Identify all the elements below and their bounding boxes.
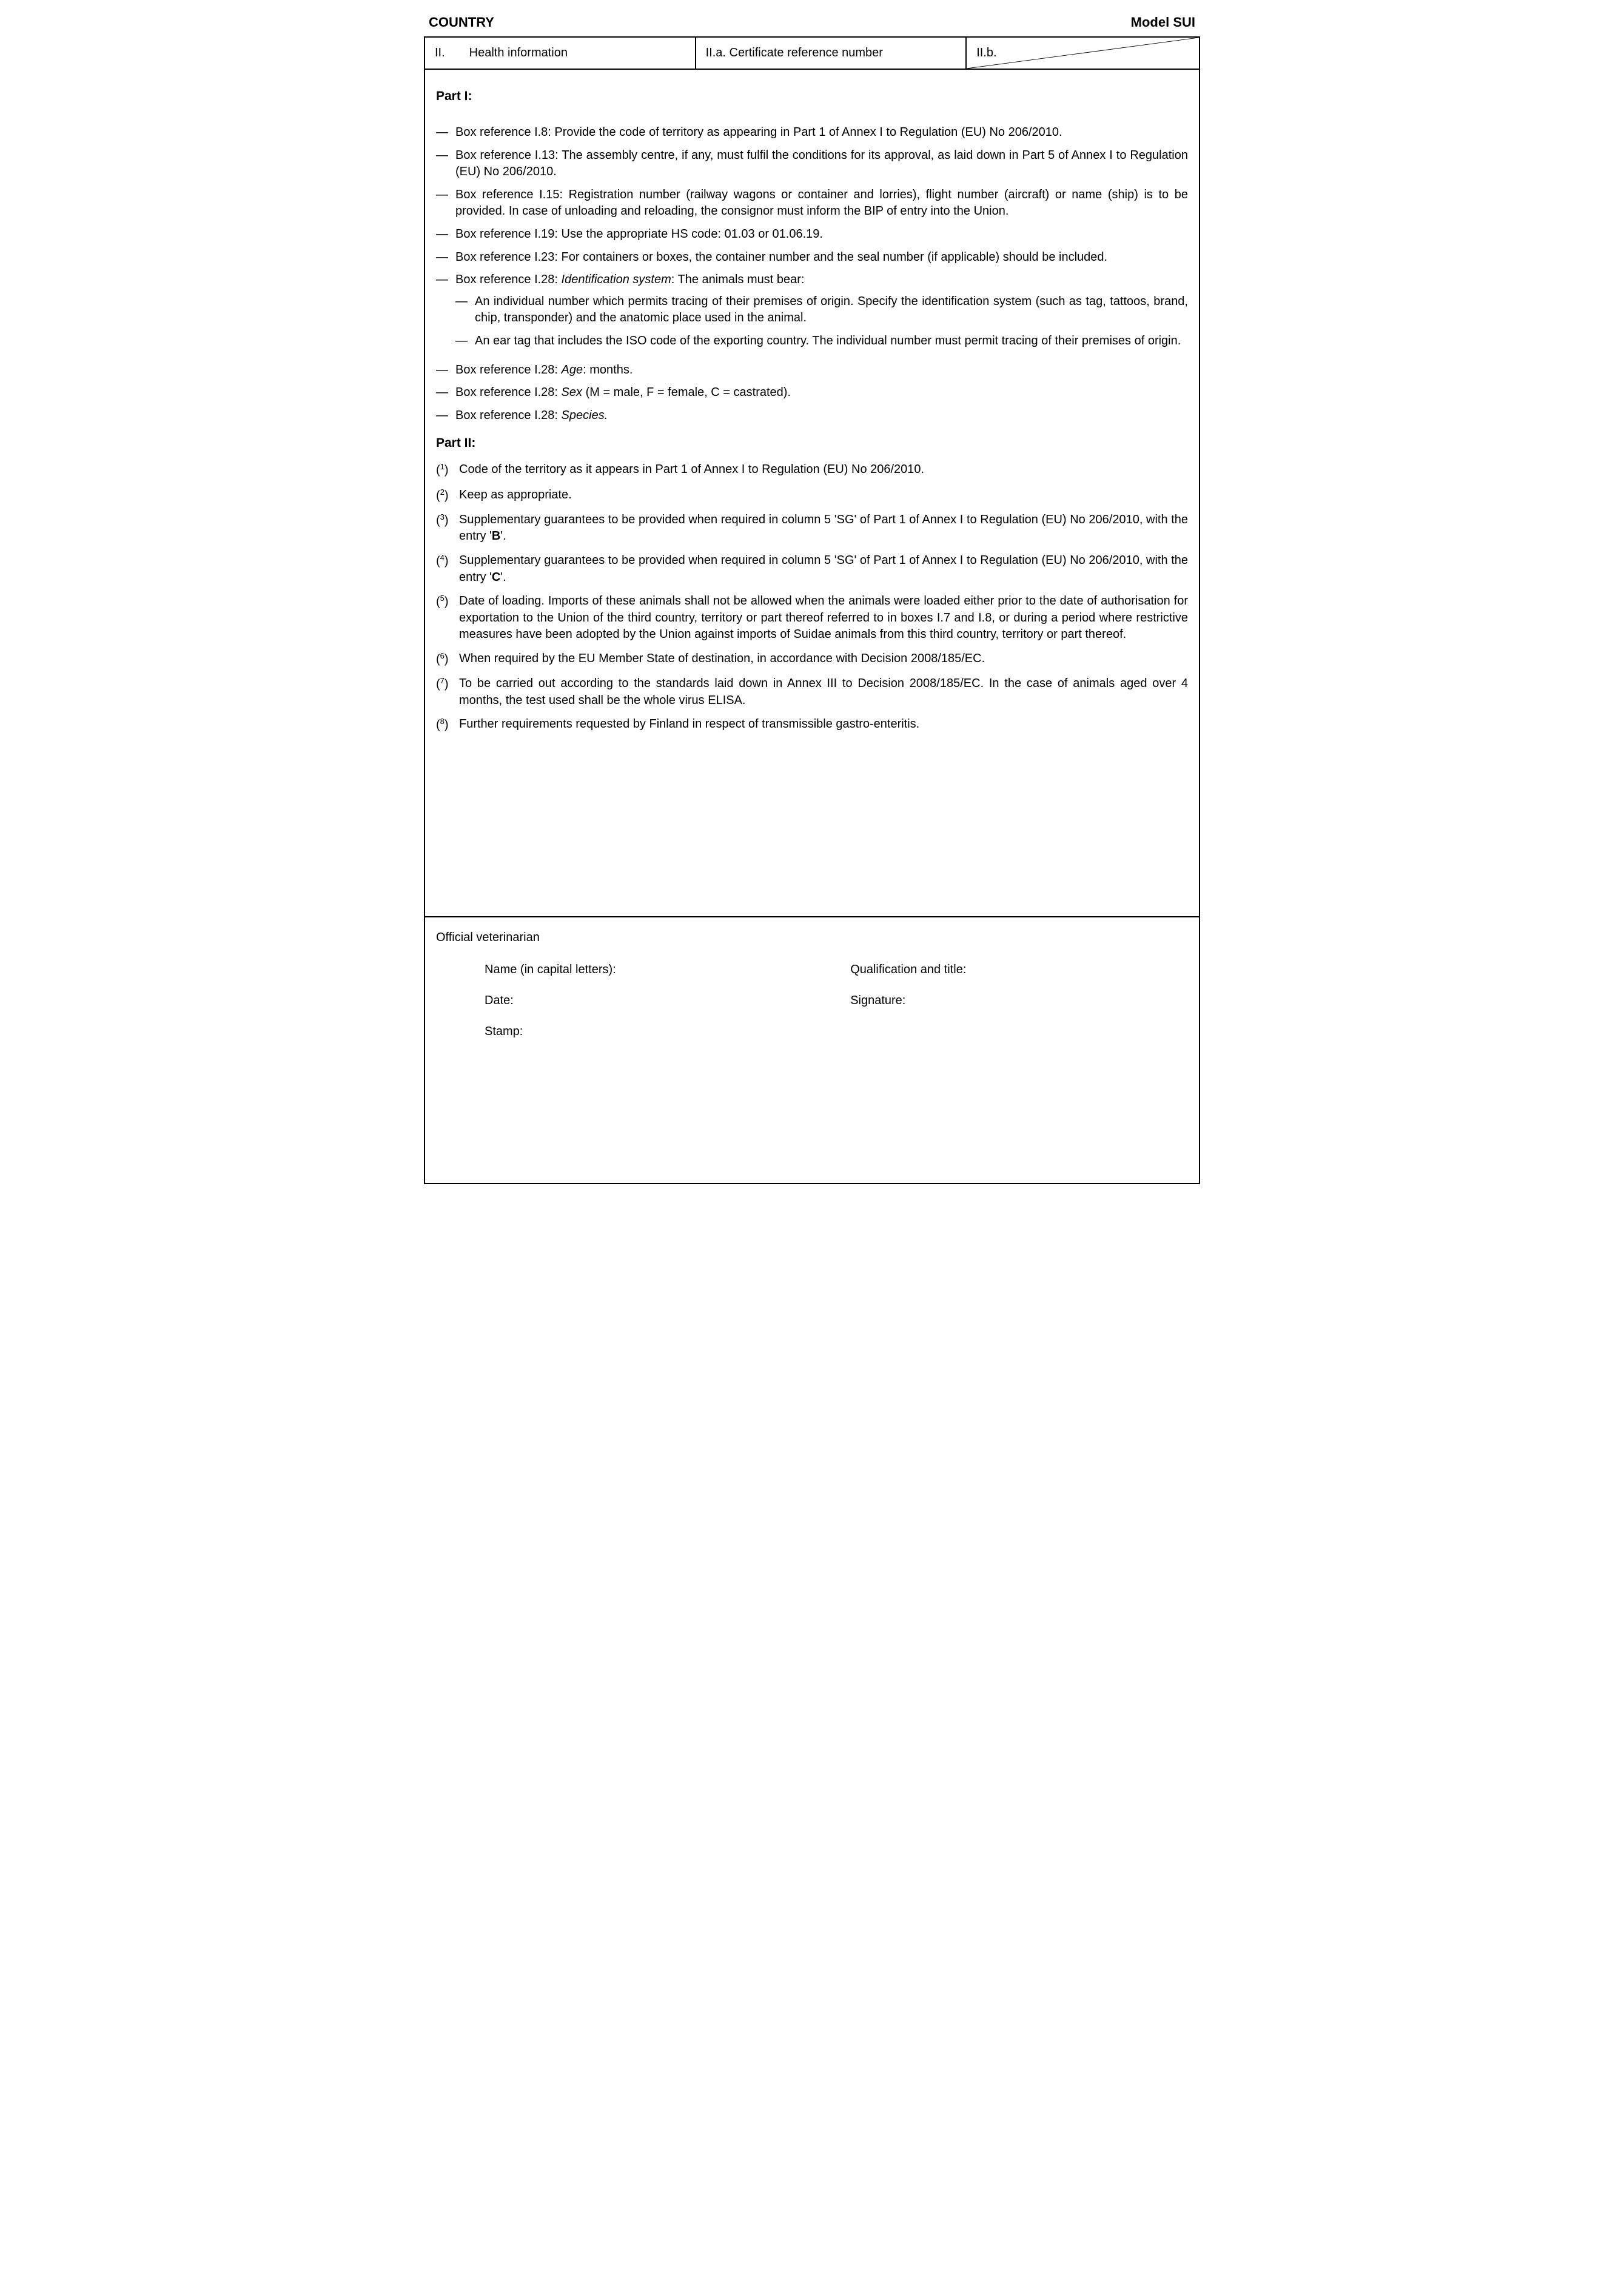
sig-row-name: Name (in capital letters): Qualification… <box>485 963 1188 977</box>
note-num: (1) <box>436 461 459 479</box>
sex-prefix: Box reference I.28: <box>455 386 562 399</box>
sig-qual-label: Qualification and title: <box>850 963 1188 977</box>
i28-species: Box reference I.28: Species. <box>455 407 1188 424</box>
note-num: (6) <box>436 651 459 668</box>
dash-icon: — <box>436 226 455 243</box>
age-italic: Age <box>562 363 583 377</box>
i28-sublist: —An individual number which permits trac… <box>455 293 1188 350</box>
part1-text: Box reference I.23: For containers or bo… <box>455 249 1188 266</box>
dash-icon: — <box>436 407 455 424</box>
header-cell-iib: II.b. <box>967 38 1199 69</box>
note-num: (5) <box>436 593 459 643</box>
sig-empty <box>850 1025 1188 1039</box>
note-text: To be carried out according to the stand… <box>459 675 1188 709</box>
header-cell-health-info: II. Health information <box>425 38 696 69</box>
sex-suffix: (M = male, F = female, C = castrated). <box>582 386 791 399</box>
sig-name-label: Name (in capital letters): <box>485 963 850 977</box>
signature-block: Official veterinarian Name (in capital l… <box>424 917 1200 1184</box>
sig-row-date: Date: Signature: <box>485 994 1188 1008</box>
note-num: (2) <box>436 487 459 504</box>
dash-icon: — <box>436 147 455 181</box>
part2-note: (6)When required by the EU Member State … <box>436 651 1188 668</box>
note-num: (3) <box>436 512 459 545</box>
header-label-health: Health information <box>469 46 568 60</box>
header-num-2: II. <box>435 46 445 60</box>
part2-note: (1)Code of the territory as it appears i… <box>436 461 1188 479</box>
part1-item-species: —Box reference I.28: Species. <box>436 407 1188 424</box>
part1-text: Box reference I.15: Registration number … <box>455 187 1188 220</box>
dash-icon: — <box>436 187 455 220</box>
part2-title: Part II: <box>436 436 1188 451</box>
note-text: Date of loading. Imports of these animal… <box>459 593 1188 643</box>
dash-icon: — <box>436 384 455 401</box>
age-prefix: Box reference I.28: <box>455 363 562 377</box>
dash-icon: — <box>455 293 475 327</box>
part1-item: —Box reference I.13: The assembly centre… <box>436 147 1188 181</box>
part1-list: —Box reference I.8: Provide the code of … <box>436 124 1188 424</box>
header-cell-cert-ref: II.a. Certificate reference number <box>696 38 967 69</box>
part1-text: Box reference I.13: The assembly centre,… <box>455 147 1188 181</box>
part1-text: Box reference I.19: Use the appropriate … <box>455 226 1188 243</box>
main-body: Part I: —Box reference I.8: Provide the … <box>424 69 1200 917</box>
sig-date-label: Date: <box>485 994 850 1008</box>
part1-item: —Box reference I.23: For containers or b… <box>436 249 1188 266</box>
sex-italic: Sex <box>562 386 582 399</box>
i28-age: Box reference I.28: Age: months. <box>455 362 1188 379</box>
i28-subtext: An individual number which permits traci… <box>475 293 1188 327</box>
sig-signature-label: Signature: <box>850 994 1188 1008</box>
part1-i28-intro: Box reference I.28: Identification syste… <box>455 272 1188 355</box>
note-num: (7) <box>436 675 459 709</box>
note-text: Keep as appropriate. <box>459 487 1188 504</box>
part2-note: (5)Date of loading. Imports of these ani… <box>436 593 1188 643</box>
dash-icon: — <box>436 362 455 379</box>
dash-icon: — <box>436 249 455 266</box>
sig-stamp-label: Stamp: <box>485 1025 850 1039</box>
part2-note: (2)Keep as appropriate. <box>436 487 1188 504</box>
part1-item: —Box reference I.8: Provide the code of … <box>436 124 1188 141</box>
note-text: Supplementary guarantees to be provided … <box>459 512 1188 545</box>
part1-title: Part I: <box>436 89 1188 104</box>
part2-note: (7)To be carried out according to the st… <box>436 675 1188 709</box>
species-italic: Species. <box>562 409 608 422</box>
i28-sex: Box reference I.28: Sex (M = male, F = f… <box>455 384 1188 401</box>
age-suffix: : months. <box>583 363 632 377</box>
i28-subitem: —An ear tag that includes the ISO code o… <box>455 333 1188 350</box>
i28-subtext: An ear tag that includes the ISO code of… <box>475 333 1188 350</box>
i28-subitem: —An individual number which permits trac… <box>455 293 1188 327</box>
sig-grid: Name (in capital letters): Qualification… <box>436 963 1188 1039</box>
part2-list: (1)Code of the territory as it appears i… <box>436 461 1188 734</box>
part1-item: —Box reference I.15: Registration number… <box>436 187 1188 220</box>
dash-icon: — <box>436 272 455 355</box>
i28-prefix: Box reference I.28: <box>455 273 562 286</box>
part2-note: (3)Supplementary guarantees to be provid… <box>436 512 1188 545</box>
note-text: Further requirements requested by Finlan… <box>459 716 1188 734</box>
top-header: COUNTRY Model SUI <box>424 12 1200 36</box>
note-num: (8) <box>436 716 459 734</box>
note-num: (4) <box>436 552 459 586</box>
sig-row-stamp: Stamp: <box>485 1025 1188 1039</box>
diagonal-line-icon <box>967 38 1199 69</box>
part1-item-sex: —Box reference I.28: Sex (M = male, F = … <box>436 384 1188 401</box>
country-label: COUNTRY <box>429 15 494 30</box>
i28-italic: Identification system <box>562 273 671 286</box>
dash-icon: — <box>455 333 475 350</box>
note-text: When required by the EU Member State of … <box>459 651 1188 668</box>
note-text: Supplementary guarantees to be provided … <box>459 552 1188 586</box>
part2-note: (8)Further requirements requested by Fin… <box>436 716 1188 734</box>
part1-item-i28: — Box reference I.28: Identification sys… <box>436 272 1188 355</box>
part1-item: —Box reference I.19: Use the appropriate… <box>436 226 1188 243</box>
model-label: Model SUI <box>1131 15 1195 30</box>
note-text: Code of the territory as it appears in P… <box>459 461 1188 479</box>
part1-item-age: —Box reference I.28: Age: months. <box>436 362 1188 379</box>
part1-text: Box reference I.8: Provide the code of t… <box>455 124 1188 141</box>
part2-note: (4)Supplementary guarantees to be provid… <box>436 552 1188 586</box>
certificate-page: COUNTRY Model SUI II. Health information… <box>424 12 1200 1184</box>
i28-suffix: : The animals must bear: <box>671 273 805 286</box>
dash-icon: — <box>436 124 455 141</box>
species-prefix: Box reference I.28: <box>455 409 562 422</box>
sig-title: Official veterinarian <box>436 931 1188 945</box>
header-row: II. Health information II.a. Certificate… <box>424 36 1200 69</box>
